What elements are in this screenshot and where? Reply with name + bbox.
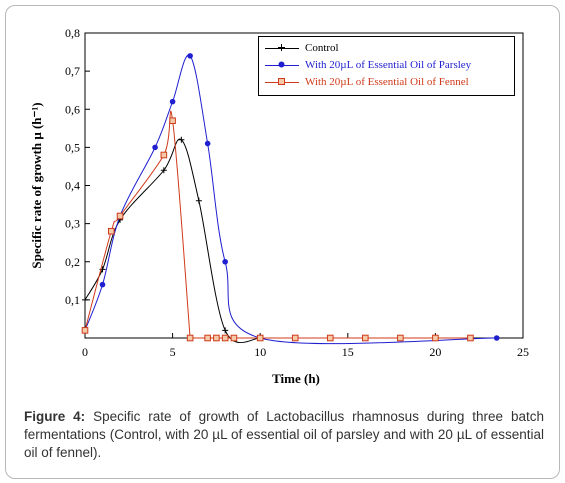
data-point [221, 334, 229, 342]
data-point [222, 258, 228, 265]
data-point [397, 334, 404, 342]
figure-caption: Figure 4: Specific rate of growth of Lac… [24, 408, 544, 462]
data-point [326, 334, 334, 342]
data-point [82, 296, 88, 303]
y-tick-label: 0,7 [65, 64, 80, 78]
data-point [152, 144, 158, 151]
chart: 0,1 0,2 0,3 0,4 0,5 0,6 0,7 0,8 0 5 10 15 20 25 Time (… [29, 26, 529, 386]
data-point [204, 140, 211, 147]
y-tick-label: 0,5 [65, 140, 80, 154]
data-point [291, 334, 299, 342]
series-line-0 [84, 138, 261, 344]
y-tick-label: 0,6 [65, 102, 80, 116]
x-tick-label: 20 [429, 345, 441, 359]
data-point [116, 212, 124, 220]
legend: Control With 20µL of Essential Oil of Pa… [258, 36, 515, 96]
plus-marker-icon [278, 44, 285, 51]
data-point [230, 334, 238, 342]
data-point [195, 197, 202, 204]
legend-label: With 20µL of Essential Oil of Parsley [305, 59, 472, 71]
data-point [160, 167, 167, 174]
data-point [107, 227, 115, 235]
x-axis-label: Time (h) [272, 371, 320, 386]
legend-item-fennel: With 20µL of Essential Oil of Fennel [259, 75, 514, 91]
x-tick-label: 5 [170, 345, 176, 359]
caption-text: Specific rate of growth of Lactobacillus… [24, 409, 544, 460]
x-tick-label: 15 [342, 345, 354, 359]
legend-item-parsley: With 20µL of Essential Oil of Parsley [259, 58, 514, 74]
y-tick-label: 0,2 [65, 255, 80, 269]
y-tick-label: 0,4 [65, 179, 80, 193]
x-tick-label: 25 [517, 345, 529, 359]
data-point [169, 117, 176, 124]
legend-label: Control [305, 42, 339, 54]
data-point [362, 334, 369, 342]
data-point [81, 327, 89, 334]
data-point [160, 151, 168, 159]
data-point [493, 335, 500, 341]
data-point [467, 334, 474, 342]
y-axis-label: Specific rate of growth μ (h⁻¹) [29, 102, 44, 268]
data-point [204, 334, 211, 342]
caption-label: Figure 4: [24, 409, 86, 424]
square-marker-icon [278, 78, 285, 85]
data-point [186, 334, 194, 342]
x-tick-label: 10 [254, 345, 266, 359]
circle-marker-icon [278, 61, 285, 68]
data-point [256, 334, 264, 342]
data-point [213, 334, 220, 342]
data-point [99, 281, 106, 288]
y-tick-label: 0,1 [65, 293, 80, 307]
data-point [169, 98, 176, 105]
data-point [222, 327, 229, 334]
data-point [187, 53, 193, 59]
y-tick-label: 0,3 [65, 217, 80, 231]
series-line-2 [84, 110, 191, 339]
x-tick-label: 0 [82, 345, 88, 359]
data-point [432, 334, 439, 342]
series-line-1 [84, 54, 497, 345]
legend-label: With 20µL of Essential Oil of Fennel [305, 76, 469, 88]
y-tick-label: 0,8 [65, 26, 80, 40]
data-point [178, 136, 185, 143]
legend-item-control: Control [259, 41, 514, 57]
